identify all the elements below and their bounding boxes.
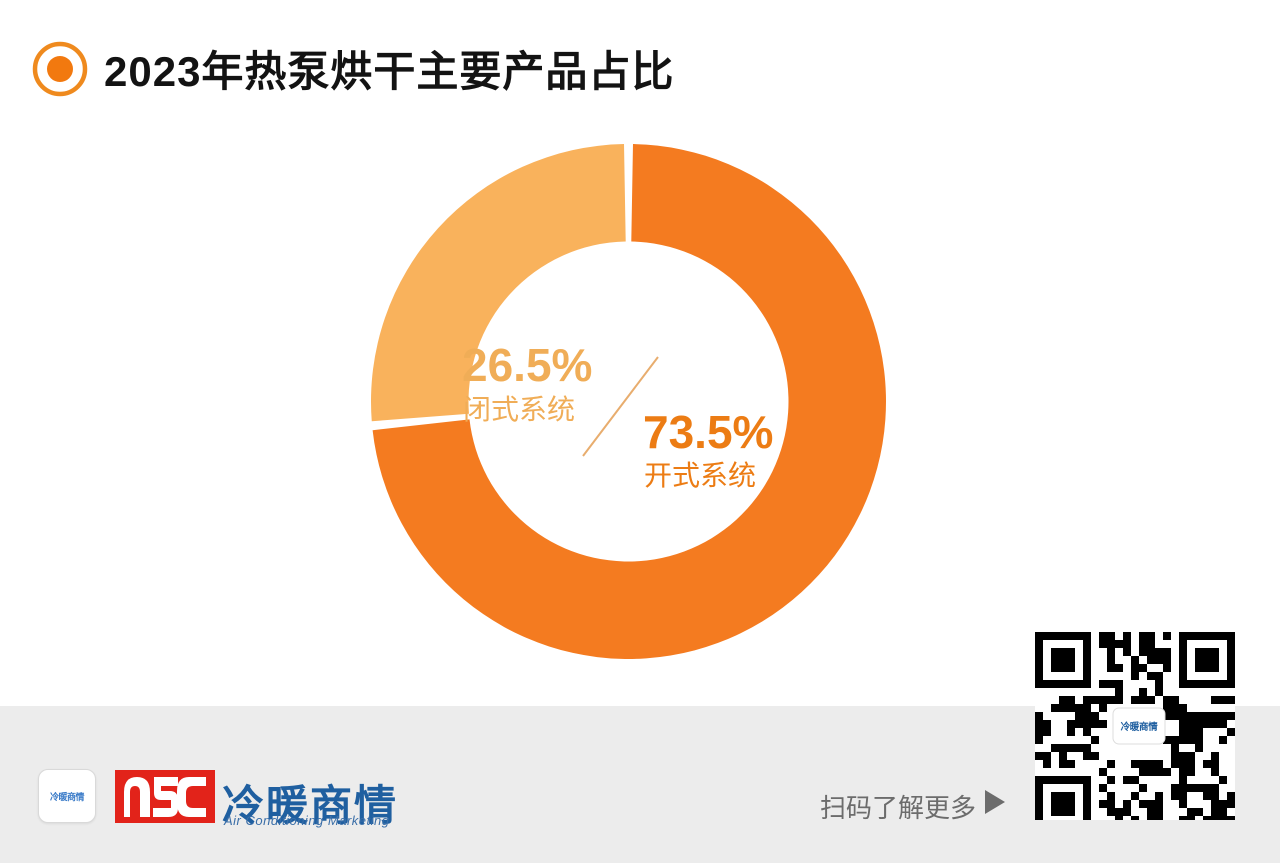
svg-text:冷暖商情: 冷暖商情 — [1121, 721, 1159, 733]
